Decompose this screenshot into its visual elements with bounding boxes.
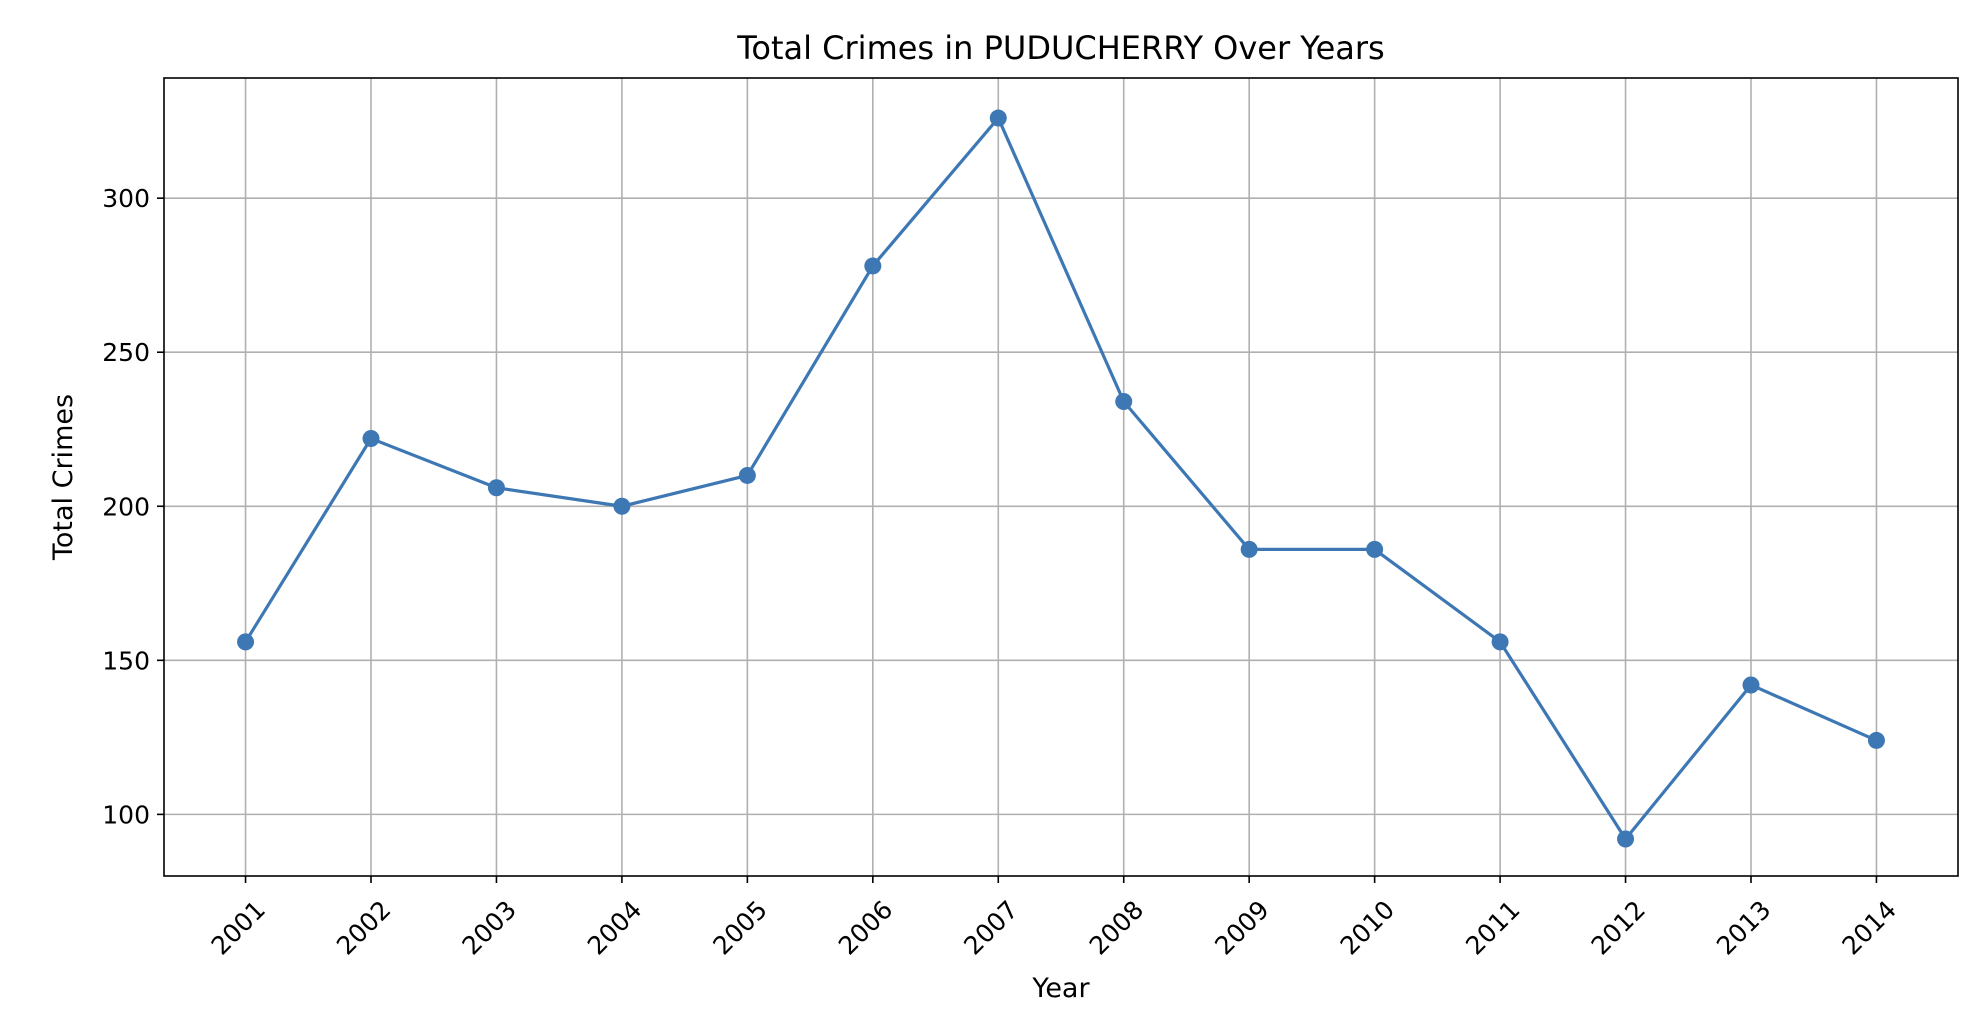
data-point-2011	[1491, 633, 1509, 651]
y-axis-label: Total Crimes	[48, 394, 79, 561]
grid-lines	[164, 78, 1958, 876]
data-point-2008	[1115, 393, 1133, 411]
y-tick-label: 150	[102, 646, 150, 675]
x-axis-label: Year	[1031, 973, 1090, 1004]
series-line	[244, 116, 1878, 841]
data-point-2005	[738, 466, 756, 484]
data-point-2014	[1867, 731, 1885, 749]
data-point-2010	[1366, 540, 1384, 558]
y-tick-label: 100	[102, 800, 150, 829]
data-point-2007	[989, 109, 1007, 127]
data-point-2001	[237, 633, 255, 651]
y-tick-label: 200	[102, 492, 150, 521]
data-point-2013	[1742, 676, 1760, 694]
data-point-2006	[864, 257, 882, 275]
plot-area-border	[163, 77, 1959, 877]
chart-title: Total Crimes in PUDUCHERRY Over Years	[736, 29, 1384, 67]
data-point-2002	[362, 429, 380, 447]
data-point-2009	[1240, 540, 1258, 558]
data-line	[244, 116, 1878, 841]
y-tick-label: 300	[102, 184, 150, 213]
y-tick-label: 250	[102, 338, 150, 367]
data-markers	[237, 109, 1885, 848]
data-point-2003	[487, 479, 505, 497]
data-point-2004	[613, 497, 631, 515]
data-point-2012	[1617, 830, 1635, 848]
